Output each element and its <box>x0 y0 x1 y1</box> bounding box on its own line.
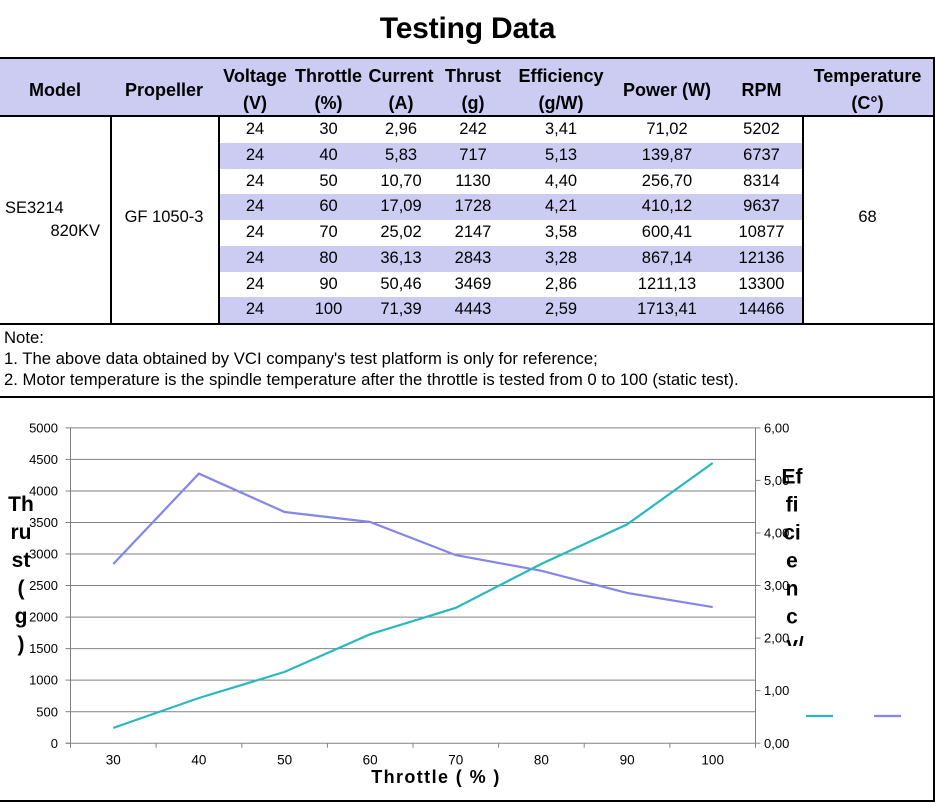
svg-text:1,00: 1,00 <box>764 683 789 698</box>
svg-text:2,00: 2,00 <box>764 631 789 646</box>
svg-text:70: 70 <box>448 753 463 768</box>
svg-text:y/: y/ <box>786 634 804 657</box>
svg-text:st: st <box>12 549 31 572</box>
svg-text:0: 0 <box>51 736 58 751</box>
svg-text:(: ( <box>18 577 25 600</box>
svg-text:Ef: Ef <box>782 466 804 489</box>
svg-text:90: 90 <box>620 753 635 768</box>
svg-text:1500: 1500 <box>29 641 58 656</box>
svg-text:0,00: 0,00 <box>764 736 789 751</box>
svg-text:ru: ru <box>11 521 32 544</box>
svg-text:Throttle ( % ): Throttle ( % ) <box>371 767 501 787</box>
svg-text:2000: 2000 <box>29 610 58 625</box>
svg-text:c: c <box>786 606 798 629</box>
svg-text:2500: 2500 <box>29 578 58 593</box>
svg-text:50: 50 <box>277 753 292 768</box>
svg-text:500: 500 <box>36 704 58 719</box>
svg-text:100: 100 <box>701 753 724 768</box>
svg-text:g: g <box>15 605 28 628</box>
svg-text:5000: 5000 <box>29 421 58 436</box>
svg-text:1000: 1000 <box>29 673 58 688</box>
svg-text:60: 60 <box>363 753 378 768</box>
svg-text:4500: 4500 <box>29 452 58 467</box>
svg-text:n: n <box>786 578 799 601</box>
svg-text:3000: 3000 <box>29 547 58 562</box>
svg-text:ci: ci <box>783 522 801 545</box>
svg-text:5,00: 5,00 <box>764 473 789 488</box>
svg-text:e: e <box>786 550 798 573</box>
svg-text:4,00: 4,00 <box>764 526 789 541</box>
svg-text:6,00: 6,00 <box>764 421 789 436</box>
svg-text:): ) <box>18 633 25 656</box>
svg-text:80: 80 <box>534 753 549 768</box>
svg-text:40: 40 <box>191 753 206 768</box>
svg-text:4000: 4000 <box>29 484 58 499</box>
svg-text:3,00: 3,00 <box>764 578 789 593</box>
svg-text:3500: 3500 <box>29 515 58 530</box>
svg-text:30: 30 <box>106 753 121 768</box>
svg-text:Th: Th <box>8 493 34 516</box>
svg-text:fi: fi <box>786 494 799 517</box>
